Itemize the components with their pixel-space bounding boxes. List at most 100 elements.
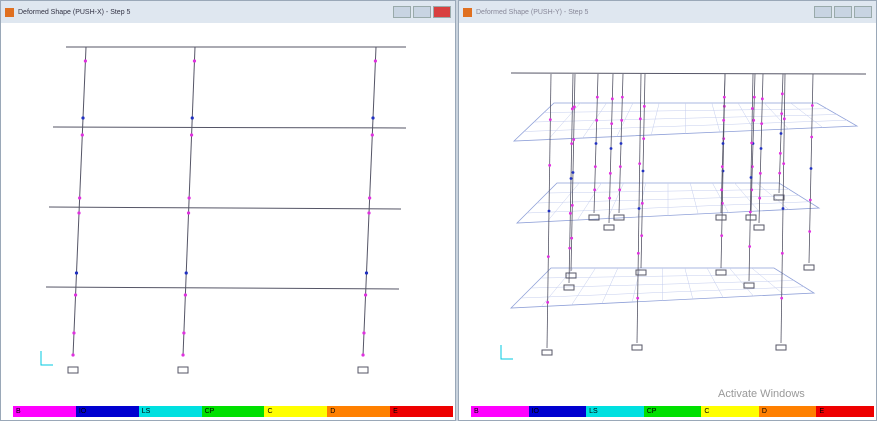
hinge (638, 162, 642, 166)
hinge (780, 92, 784, 96)
hinge (186, 211, 191, 215)
support (775, 344, 787, 351)
hinge (183, 293, 187, 297)
hinge (720, 234, 724, 238)
hinge (74, 271, 79, 275)
maximize[interactable] (413, 6, 431, 18)
grid (540, 274, 785, 279)
grid (546, 189, 790, 194)
hinge (73, 293, 78, 297)
hinge (780, 251, 784, 255)
legend-item: IO (528, 406, 587, 417)
hinge (810, 104, 814, 107)
legend-item: CP (643, 406, 702, 417)
hinge (546, 300, 550, 304)
hinge (609, 147, 613, 150)
hinge (72, 331, 76, 335)
hinge (364, 271, 369, 275)
support (803, 264, 815, 271)
minimize[interactable] (393, 6, 411, 18)
hinge (640, 201, 644, 205)
hinge (189, 133, 194, 137)
legend-item: D (758, 406, 817, 417)
legend-item: IO (75, 406, 139, 417)
minimize[interactable] (814, 6, 832, 18)
hinge (184, 271, 188, 275)
hinge (722, 118, 726, 122)
hinge (595, 118, 599, 122)
viewport (40, 46, 407, 374)
hinge (572, 138, 576, 142)
hinge (620, 95, 624, 99)
grid (543, 108, 828, 113)
legend-item: D (327, 406, 391, 417)
hinge (636, 296, 640, 300)
hinge (721, 142, 725, 145)
hinge (722, 95, 726, 99)
activation-watermark: Activate Windows (718, 388, 805, 400)
close[interactable] (433, 6, 451, 18)
hinge (548, 163, 552, 167)
hinge (181, 353, 185, 357)
hinge (568, 211, 572, 215)
hinge (810, 135, 814, 139)
hinge (779, 132, 783, 135)
legend-item: LS (586, 406, 644, 417)
hinge (750, 141, 754, 145)
hinge (182, 331, 186, 335)
legend-item: B (13, 406, 76, 417)
hinge (638, 117, 642, 121)
hinge (782, 162, 786, 166)
hinge (752, 118, 756, 122)
hinge (570, 107, 574, 111)
hinge (594, 142, 598, 145)
hinge (187, 196, 191, 200)
close[interactable] (854, 6, 872, 18)
hinge (81, 116, 85, 120)
hinge (778, 151, 782, 155)
hinge (71, 353, 75, 357)
app-icon (463, 7, 472, 17)
grid (533, 114, 838, 123)
hinge (370, 133, 374, 137)
support (715, 269, 727, 276)
hinge (618, 165, 622, 169)
app-icon (5, 7, 14, 17)
hinge (750, 107, 754, 110)
hinge (809, 167, 813, 170)
hinge (548, 118, 552, 122)
hinge (722, 137, 726, 141)
grid (526, 201, 810, 214)
hinge (750, 165, 754, 169)
hinge (752, 95, 756, 99)
hinge (568, 246, 572, 250)
legend: B IO LS CP C D E (471, 406, 875, 417)
hinge (640, 234, 644, 238)
grid (523, 120, 848, 132)
grid (536, 195, 800, 204)
hinge (371, 116, 375, 120)
hinge (192, 59, 197, 63)
hinge (780, 112, 784, 116)
title-bar: Deformed Shape (PUSH-Y) - Step 5 (459, 1, 876, 23)
hinge (749, 176, 753, 179)
support (563, 284, 575, 291)
hinge (619, 142, 623, 145)
hinge (368, 196, 372, 200)
support (603, 224, 615, 231)
hinge (570, 203, 574, 207)
floor-slab (509, 267, 816, 309)
hinge (547, 209, 551, 213)
legend-item: E (816, 406, 875, 417)
hinge (569, 177, 573, 180)
support (565, 272, 577, 279)
hinge (363, 293, 368, 297)
hinge (570, 236, 574, 240)
maximize[interactable] (834, 6, 852, 18)
hinge (367, 211, 371, 215)
legend-item: C (264, 406, 328, 417)
hinge (760, 97, 764, 101)
support (613, 214, 625, 221)
hinge (77, 211, 81, 215)
